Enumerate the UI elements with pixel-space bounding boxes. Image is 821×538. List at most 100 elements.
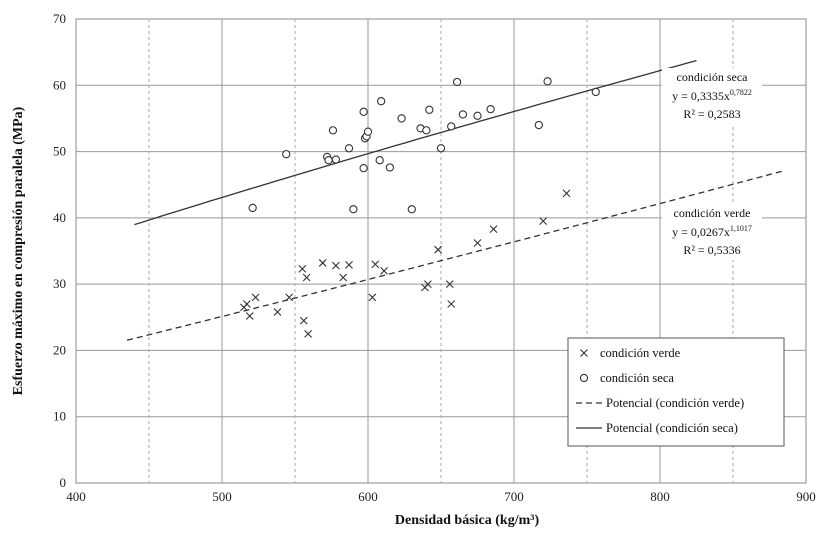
point-verde bbox=[273, 308, 282, 316]
point-seca bbox=[349, 205, 358, 214]
x-tick-label: 600 bbox=[358, 489, 378, 504]
marker-x-stroke bbox=[445, 280, 454, 289]
point-verde bbox=[423, 280, 432, 289]
x-tick-label: 400 bbox=[66, 489, 86, 504]
trend-lines bbox=[126, 59, 785, 341]
point-verde bbox=[562, 189, 571, 198]
trend-line-seca bbox=[134, 59, 697, 226]
annotation-seca-eq-base: y = 0,3335x bbox=[672, 89, 730, 103]
point-verde bbox=[473, 239, 482, 247]
point-verde bbox=[318, 259, 327, 267]
point-verde bbox=[339, 273, 348, 282]
point-seca bbox=[344, 144, 354, 153]
annotation-seca-box bbox=[662, 68, 762, 124]
y-tick-label: 20 bbox=[53, 342, 66, 357]
point-seca bbox=[385, 163, 395, 172]
point-seca bbox=[328, 126, 338, 135]
legend-items: condición verde condición seca Potencial (… bbox=[576, 346, 744, 435]
point-seca bbox=[436, 144, 446, 153]
legend-label: Potencial (condición verde) bbox=[606, 396, 744, 410]
legend-box bbox=[567, 337, 785, 447]
marker-x-stroke bbox=[447, 300, 456, 308]
marker-x-stroke bbox=[273, 308, 282, 316]
annotation-condicion-verde: condición verde y = 0,0267x1,1017 R² = 0… bbox=[662, 204, 762, 260]
marker-x-stroke bbox=[473, 239, 482, 247]
x-tick-label: 500 bbox=[212, 489, 232, 504]
y-tick-label: 10 bbox=[53, 409, 66, 424]
annotation-verde-equation: y = 0,0267x1,1017 bbox=[672, 224, 752, 239]
legend-label: Potencial (condición seca) bbox=[606, 421, 738, 435]
annotation-condicion-seca: condición seca y = 0,3335x0,7822 R² = 0,… bbox=[662, 68, 762, 124]
marker-x-stroke bbox=[331, 261, 340, 270]
point-verde bbox=[304, 329, 313, 338]
point-verde bbox=[285, 293, 294, 302]
marker-x-stroke bbox=[423, 280, 432, 289]
point-verde bbox=[445, 280, 454, 289]
annotation-verde-eq-base: y = 0,0267x bbox=[672, 225, 730, 239]
x-tick-labels: 400 500 600 700 800 900 bbox=[66, 489, 816, 504]
marker-x-stroke bbox=[380, 266, 388, 275]
legend-label: condición verde bbox=[600, 346, 681, 360]
marker-x-stroke bbox=[562, 189, 571, 198]
marker-x-stroke bbox=[251, 293, 260, 302]
legend: condición verde condición seca Potencial (… bbox=[567, 337, 785, 447]
point-seca bbox=[376, 97, 386, 106]
point-verde bbox=[539, 217, 548, 226]
point-verde bbox=[245, 312, 254, 320]
point-verde bbox=[371, 260, 380, 269]
point-verde bbox=[368, 293, 377, 302]
marker-x-stroke bbox=[242, 300, 251, 308]
point-seca bbox=[331, 155, 341, 164]
y-tick-label: 30 bbox=[53, 276, 66, 291]
point-verde bbox=[331, 261, 340, 270]
x-tick-label: 900 bbox=[796, 489, 816, 504]
marker-x-stroke bbox=[345, 261, 353, 269]
annotation-seca-r2: R² = 0,2583 bbox=[683, 107, 740, 121]
marker-x-stroke bbox=[299, 316, 308, 325]
data-markers bbox=[240, 77, 600, 338]
marker-x-stroke bbox=[318, 259, 327, 267]
point-seca bbox=[591, 87, 600, 97]
point-verde bbox=[434, 245, 442, 254]
point-seca bbox=[486, 104, 495, 114]
point-seca bbox=[543, 77, 552, 86]
legend-marker-x bbox=[580, 349, 588, 357]
y-tick-label: 50 bbox=[53, 144, 66, 159]
annotation-verde-box bbox=[662, 204, 762, 260]
annotation-verde-title: condición verde bbox=[674, 206, 751, 220]
annotation-seca-eq-exponent: 0,7822 bbox=[730, 88, 752, 97]
point-verde bbox=[242, 300, 251, 308]
marker-x-stroke bbox=[285, 293, 294, 302]
point-seca bbox=[422, 126, 431, 135]
point-seca bbox=[375, 156, 384, 165]
annotation-seca-equation: y = 0,3335x0,7822 bbox=[672, 88, 752, 103]
marker-x-stroke bbox=[580, 349, 588, 357]
point-seca bbox=[425, 105, 434, 114]
legend-symbol bbox=[580, 349, 588, 357]
point-seca bbox=[534, 120, 543, 130]
point-seca bbox=[407, 205, 416, 214]
x-axis-title: Densidad básica (kg/m³) bbox=[395, 513, 540, 528]
marker-x-stroke bbox=[434, 245, 442, 254]
point-seca bbox=[324, 156, 333, 165]
point-seca bbox=[458, 110, 468, 119]
marker-x-stroke bbox=[302, 273, 311, 282]
x-tick-label: 700 bbox=[504, 489, 524, 504]
point-verde bbox=[447, 300, 456, 308]
point-verde bbox=[302, 273, 311, 282]
trend-line-verde bbox=[126, 170, 785, 341]
marker-x-stroke bbox=[371, 260, 380, 269]
marker-x-stroke bbox=[339, 273, 348, 282]
point-seca bbox=[359, 163, 368, 173]
point-seca bbox=[452, 77, 462, 87]
point-verde bbox=[489, 225, 498, 234]
marker-x-stroke bbox=[245, 312, 254, 320]
x-tick-label: 800 bbox=[650, 489, 670, 504]
y-tick-label: 40 bbox=[53, 210, 66, 225]
point-verde bbox=[345, 261, 353, 269]
point-seca bbox=[473, 111, 482, 120]
legend-marker-o bbox=[579, 373, 589, 383]
marker-x-stroke bbox=[368, 293, 377, 302]
point-seca bbox=[447, 122, 456, 131]
